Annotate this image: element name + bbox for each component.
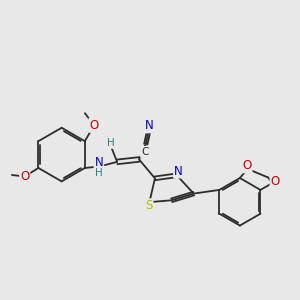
- Text: N: N: [174, 164, 183, 178]
- Text: N: N: [94, 156, 103, 169]
- Text: H: H: [106, 138, 114, 148]
- Text: O: O: [89, 119, 99, 132]
- Text: O: O: [242, 159, 251, 172]
- Text: O: O: [20, 170, 29, 183]
- Text: S: S: [145, 199, 152, 212]
- Text: N: N: [145, 119, 153, 132]
- Text: C: C: [141, 147, 148, 157]
- Text: H: H: [95, 168, 103, 178]
- Text: O: O: [271, 175, 280, 188]
